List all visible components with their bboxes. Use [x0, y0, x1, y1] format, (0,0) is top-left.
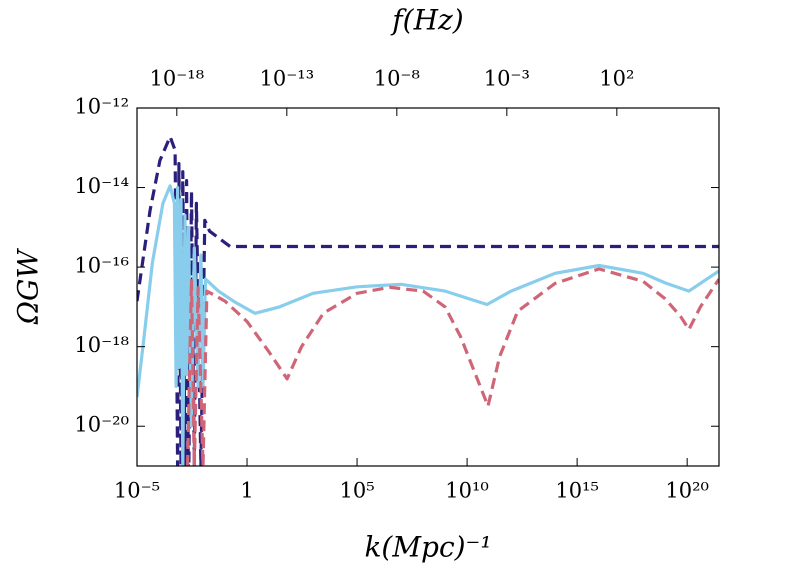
x-tick-label: 10⁻⁵ — [114, 479, 160, 503]
top-tick-label: 10⁻¹⁸ — [149, 67, 204, 91]
y-tick-label: 10⁻¹⁴ — [74, 174, 129, 198]
series-line — [186, 267, 719, 466]
y-tick-label: 10⁻¹⁸ — [74, 333, 129, 357]
plot-frame — [136, 107, 720, 467]
top-tick-label: 10⁻¹³ — [259, 67, 314, 91]
y-axis-label: ΩGW — [12, 248, 45, 326]
x-tick-label: 10²⁰ — [665, 479, 709, 503]
x-tick-label: 10⁵ — [339, 479, 374, 503]
x-tick-label: 10¹⁰ — [445, 479, 489, 503]
top-tick-label: 10⁻⁸ — [374, 67, 420, 91]
top-axis-label: f(Hz) — [390, 4, 463, 37]
x-tick-label: 10¹⁵ — [555, 479, 599, 503]
top-tick-label: 10⁻³ — [484, 67, 530, 91]
y-tick-label: 10⁻²⁰ — [74, 413, 129, 437]
series-line — [137, 135, 719, 466]
top-tick-label: 10² — [599, 67, 634, 91]
plot-area — [137, 135, 719, 466]
x-axis-label: k(Mpc)⁻¹ — [364, 531, 491, 564]
x-tick-label: 1 — [240, 479, 253, 503]
series-line — [137, 184, 719, 466]
y-tick-label: 10⁻¹² — [74, 95, 129, 119]
y-tick-label: 10⁻¹⁶ — [74, 254, 129, 278]
